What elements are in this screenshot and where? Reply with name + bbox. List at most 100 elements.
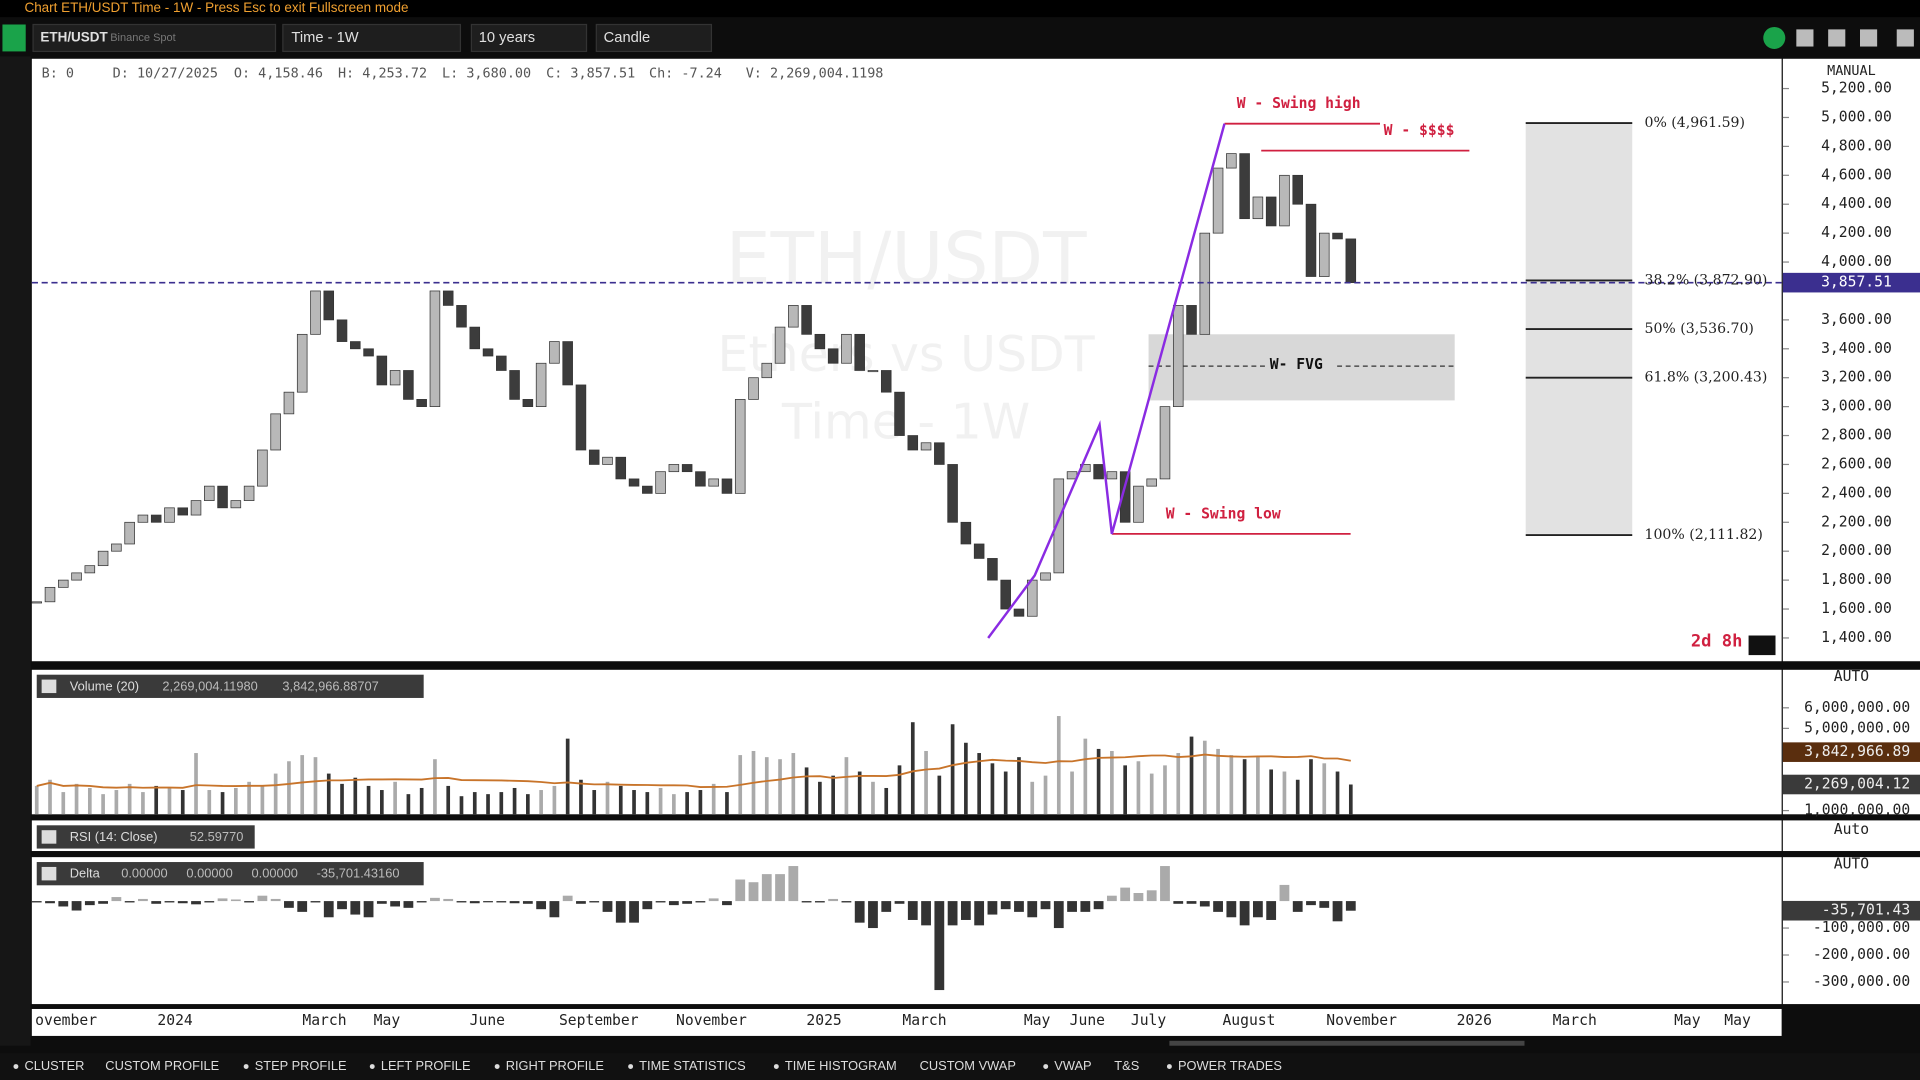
candle [1106, 471, 1118, 480]
scroll-right-button[interactable] [1748, 635, 1776, 656]
volume-bar [910, 722, 915, 815]
button-dot [1166, 1064, 1172, 1069]
volume-bar [1269, 769, 1274, 815]
volume-bar [1056, 716, 1061, 815]
price-tick-label: 5,200.00 [1821, 80, 1892, 97]
price-axis [1782, 58, 1920, 662]
time-label: November [676, 1012, 747, 1029]
legend-text: Volume (20) [70, 678, 139, 693]
candle [350, 341, 361, 350]
delta-bar [1199, 901, 1210, 907]
volume-bar [1202, 740, 1207, 815]
candle [1212, 167, 1224, 234]
toolbar-icon[interactable] [1828, 29, 1846, 47]
delta-bar [1306, 901, 1316, 906]
legend-text: 2,269,004.11980 [162, 678, 257, 693]
fib-label: 50% (3,536.70) [1644, 321, 1753, 337]
toolbar-icon[interactable] [1763, 26, 1786, 49]
time-label: 2025 [806, 1012, 841, 1029]
scrollbar[interactable] [1169, 1040, 1525, 1046]
delta-bar [297, 901, 308, 912]
time-label: July [1131, 1012, 1167, 1029]
toolbar-logo [2, 24, 26, 52]
delta-bar [376, 901, 387, 904]
bottom-bar [0, 1053, 1920, 1080]
delta-bar [84, 901, 95, 906]
candle [1186, 305, 1197, 335]
bottom-button[interactable]: CUSTOM VWAP [920, 1058, 1016, 1073]
button-dot [773, 1064, 779, 1069]
ohlc-info: L: 3,680.00 [442, 66, 531, 81]
delta-bar [562, 895, 573, 902]
toolbar-icon[interactable] [1896, 29, 1914, 47]
candle [642, 485, 653, 494]
style: Candle [604, 30, 651, 46]
axis-tick-label: 6,000,000.00 [1804, 699, 1910, 716]
current-price-tag [1782, 272, 1920, 293]
volume-bar [1256, 757, 1260, 815]
bottom-button[interactable]: T&S [1114, 1058, 1139, 1073]
candle [403, 370, 414, 400]
rsi-panel [31, 820, 1782, 852]
axis-tick-label: 5,000,000.00 [1804, 719, 1910, 736]
toolbar-icon[interactable] [1860, 29, 1878, 47]
candle [788, 305, 799, 328]
bottom-button[interactable]: TIME STATISTICS [639, 1058, 746, 1073]
candle [376, 355, 388, 386]
delta-bar [788, 866, 799, 902]
fib-label: 100% (2,111.82) [1644, 527, 1762, 543]
volume-bar [818, 781, 822, 815]
delta-bar [1160, 866, 1170, 902]
candle [681, 464, 693, 473]
candle [1013, 608, 1025, 617]
candle [748, 377, 759, 400]
candle [721, 478, 733, 494]
toolbar-icon[interactable] [1796, 29, 1814, 47]
delta-bar [1186, 901, 1197, 904]
volume-bar [101, 794, 105, 815]
delta-bar [629, 901, 639, 923]
delta-bar [934, 901, 945, 991]
range-select[interactable] [470, 23, 588, 53]
bottom-button[interactable]: CUSTOM PROFILE [105, 1058, 219, 1073]
candle [1305, 203, 1317, 277]
axis-marker [1782, 774, 1920, 795]
delta-bar [814, 901, 825, 903]
bottom-button[interactable]: RIGHT PROFILE [506, 1058, 605, 1073]
volume-bar [1282, 771, 1287, 815]
bottom-button[interactable]: STEP PROFILE [255, 1058, 347, 1073]
style-select[interactable] [595, 23, 713, 53]
delta-bar [323, 901, 334, 918]
candle [947, 464, 958, 523]
volume-bar [472, 792, 477, 815]
symbol-box[interactable] [32, 23, 277, 53]
delta-bar [217, 898, 228, 902]
candle [1265, 196, 1277, 227]
ohlc-info: H: 4,253.72 [338, 66, 427, 81]
candle [1040, 572, 1051, 581]
price-tick-label: 4,200.00 [1821, 224, 1892, 241]
candle [111, 543, 122, 552]
bottom-button[interactable]: VWAP [1054, 1058, 1091, 1073]
volume-bar [300, 755, 305, 815]
delta-bar [1252, 901, 1263, 918]
left-toolbar [0, 56, 31, 1046]
volume-bar [194, 753, 198, 815]
bottom-button[interactable]: CLUSTER [24, 1058, 84, 1073]
price-tick-label: 4,400.00 [1821, 195, 1892, 212]
bottom-button[interactable]: LEFT PROFILE [381, 1058, 471, 1073]
volume-bar [1017, 757, 1021, 815]
bottom-button[interactable]: TIME HISTOGRAM [785, 1058, 897, 1073]
period-select[interactable] [282, 23, 462, 53]
delta-bar [1146, 890, 1157, 902]
candle [336, 319, 348, 342]
price-tick-label: 1,600.00 [1821, 600, 1892, 617]
ohlc-info: V: 2,269,004.1198 [746, 66, 884, 81]
scale-mode: AUTO [1834, 855, 1869, 872]
delta-bar [98, 901, 108, 904]
volume-bar [764, 757, 769, 815]
candle [243, 485, 255, 501]
price-tick-label: 2,000.00 [1821, 542, 1892, 559]
volume-bar [446, 785, 451, 815]
bottom-button[interactable]: POWER TRADES [1178, 1058, 1282, 1073]
